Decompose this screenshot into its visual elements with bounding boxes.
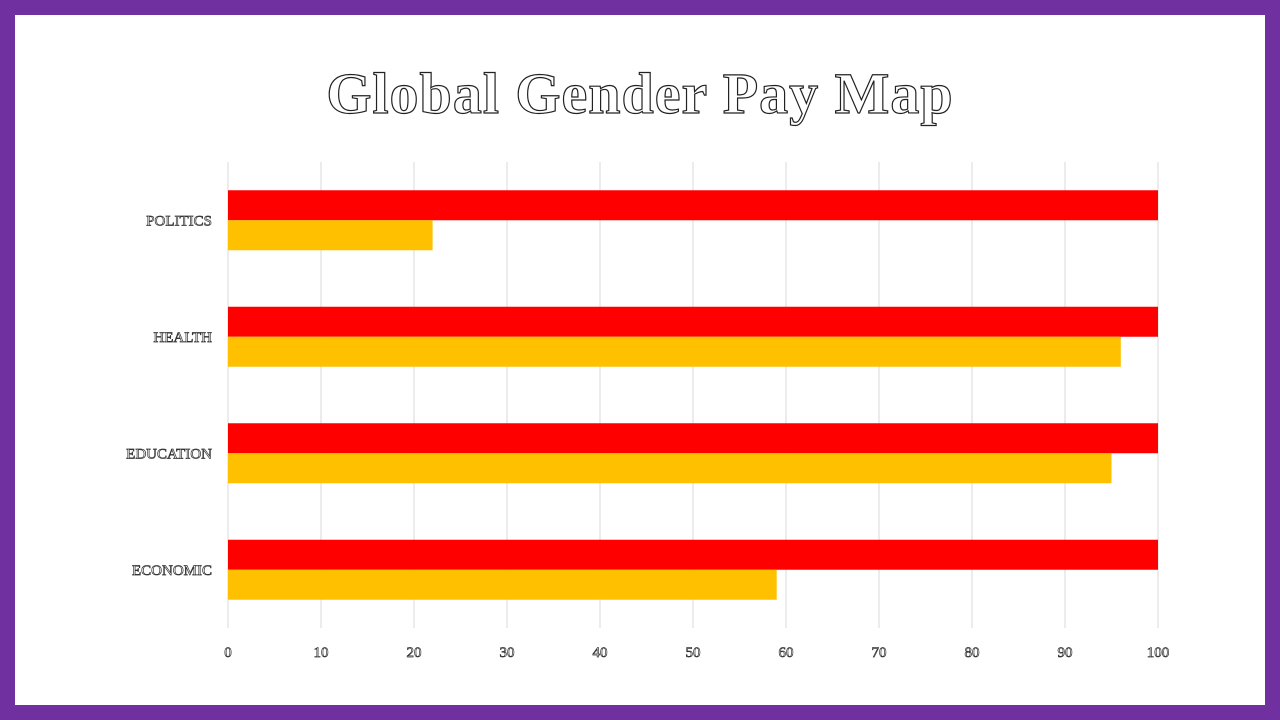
bar-health-series-2 xyxy=(228,336,1121,367)
bar-economic-series-1 xyxy=(228,539,1158,570)
bars xyxy=(228,190,1158,600)
x-tick-label: 80 xyxy=(965,645,980,661)
x-tick-labels: 0 10 20 30 40 50 60 70 80 90 100 xyxy=(224,645,1170,662)
x-tick-label: 100 xyxy=(1147,645,1170,661)
chart-title: Global Gender Pay Map xyxy=(326,60,954,126)
bar-health-series-1 xyxy=(228,306,1158,337)
x-tick-label: 70 xyxy=(872,645,887,661)
category-label: HEALTH xyxy=(153,330,212,346)
category-label: ECONOMIC xyxy=(132,563,212,579)
x-tick-label: 50 xyxy=(686,645,701,661)
x-tick-label: 30 xyxy=(500,645,515,661)
x-tick-label: 60 xyxy=(779,645,794,661)
category-label: EDUCATION xyxy=(126,446,212,462)
x-tick-label: 90 xyxy=(1058,645,1073,661)
bar-economic-series-2 xyxy=(228,569,777,600)
category-labels: POLITICS HEALTH EDUCATION ECONOMIC xyxy=(126,213,213,579)
bar-politics-series-2 xyxy=(228,220,433,251)
category-label: POLITICS xyxy=(146,213,212,229)
x-tick-label: 0 xyxy=(224,645,232,661)
x-tick-label: 20 xyxy=(407,645,422,661)
bar-education-series-2 xyxy=(228,453,1112,484)
x-tick-label: 40 xyxy=(593,645,608,661)
bar-education-series-1 xyxy=(228,423,1158,454)
x-tick-label: 10 xyxy=(314,645,329,661)
bar-politics-series-1 xyxy=(228,190,1158,221)
